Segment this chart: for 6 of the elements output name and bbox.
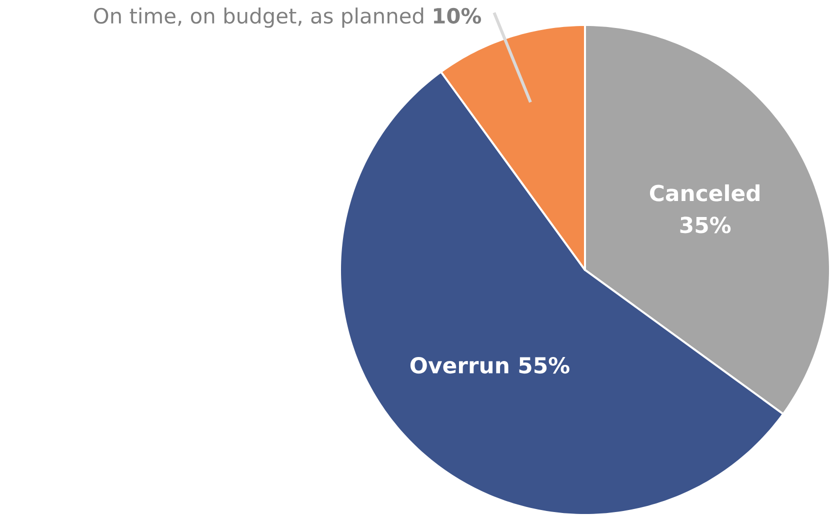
data-label: 10%	[434, 8, 482, 24]
slice-label: Canceled	[650, 184, 760, 202]
data-label: 55%	[519, 356, 570, 374]
slice-label: Overrun	[410, 356, 508, 374]
slice-label: On time, on budget, as planned	[94, 8, 424, 28]
data-label: 35%	[680, 216, 731, 234]
